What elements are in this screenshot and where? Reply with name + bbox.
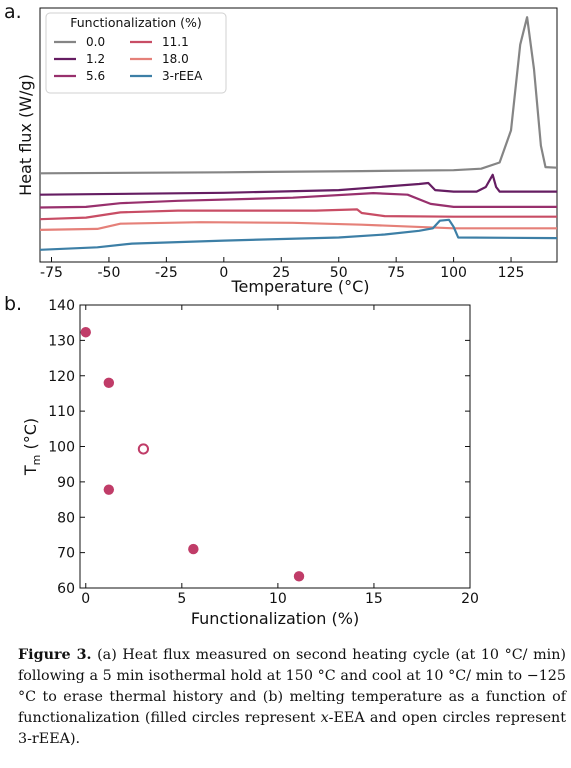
data-point-filled-x-EEA: [103, 484, 115, 495]
panel-b-label: b.: [4, 293, 22, 315]
data-point-filled-x-EEA: [293, 571, 305, 582]
series-line-18.0: [39, 221, 557, 231]
x-tick-label: -25: [155, 265, 178, 281]
caption-text-part-1: (a) Heat flux measured on second heating…: [18, 647, 566, 726]
x-tick-label: -75: [40, 265, 63, 281]
series-line-0.0: [39, 16, 558, 175]
x-tick-label: 100: [440, 265, 467, 281]
y-tick-label: 100: [48, 440, 75, 456]
panel-a-frame: [39, 7, 558, 263]
y-tick-label: 80: [57, 510, 75, 526]
x-tick-label: 0: [219, 265, 228, 281]
data-point-filled-x-EEA: [188, 543, 199, 555]
y-tick-label: 70: [57, 546, 75, 562]
panel-a-x-axis-title: Temperature (°C): [230, 277, 369, 296]
y-axis-title-unit: (°C): [21, 418, 40, 455]
series-line-11.1: [39, 208, 557, 221]
figure-caption: Figure 3. (a) Heat flux measured on seco…: [18, 645, 566, 750]
panel-b-x-axis-title: Functionalization (%): [191, 609, 359, 628]
x-tick-label: -50: [97, 265, 120, 281]
x-tick-label: 75: [387, 265, 405, 281]
y-axis-title-subscript: m: [30, 455, 43, 466]
x-tick-label: 125: [498, 265, 525, 281]
series-line-1.2: [39, 173, 557, 196]
data-point-open-3-rEEA: [137, 443, 149, 455]
legend-label-0.0: 0.0: [86, 35, 105, 49]
y-tick-label: 120: [48, 369, 75, 385]
data-point-filled-x-EEA: [80, 327, 91, 338]
panel-b-y-axis-title: Tm (°C): [21, 418, 43, 476]
caption-italic-x: x: [320, 710, 329, 726]
series-line-3-rEEA: [39, 218, 558, 251]
x-tick-label: 15: [365, 591, 383, 607]
legend-label-3-rEEA: 3-rEEA: [162, 69, 203, 83]
panel-a-heat-flux-plot: a. -75 -50 -25 0 25 50 75 100 125 Temperature (°C)…: [4, 1, 558, 296]
caption-label: Figure 3.: [18, 647, 92, 663]
y-tick-label: 110: [48, 404, 75, 420]
legend-label-18.0: 18.0: [162, 52, 189, 66]
legend-label-11.1: 11.1: [162, 35, 189, 49]
x-tick-label: 25: [272, 265, 290, 281]
caption-text-part-2: -EEA and open circles represent 3-rEEA).: [18, 710, 566, 747]
panel-a-y-axis-title: Heat flux (W/g): [16, 74, 35, 196]
legend-box: [45, 12, 227, 94]
x-tick-label: 5: [177, 591, 186, 607]
legend-label-5.6: 5.6: [86, 69, 105, 83]
y-tick-label: 90: [57, 475, 75, 491]
series-line-5.6: [39, 192, 557, 209]
y-axis-title-main: T: [21, 465, 40, 476]
data-point-filled-x-EEA: [103, 377, 115, 389]
x-tick-label: 0: [81, 591, 90, 607]
legend-title: Functionalization (%): [70, 15, 202, 30]
y-tick-label: 130: [48, 333, 75, 349]
legend-label-1.2: 1.2: [86, 52, 105, 66]
panel-b-melting-temperature-plot: b. 0 5 10 15 20 60 70 80 90 100 110 120 130 140 Functio…: [4, 293, 479, 628]
x-tick-label: 50: [330, 265, 348, 281]
y-tick-label: 60: [57, 581, 75, 597]
panel-a-label: a.: [4, 1, 22, 23]
y-tick-label: 140: [48, 298, 75, 314]
x-tick-label: 20: [461, 591, 479, 607]
x-tick-label: 10: [269, 591, 287, 607]
